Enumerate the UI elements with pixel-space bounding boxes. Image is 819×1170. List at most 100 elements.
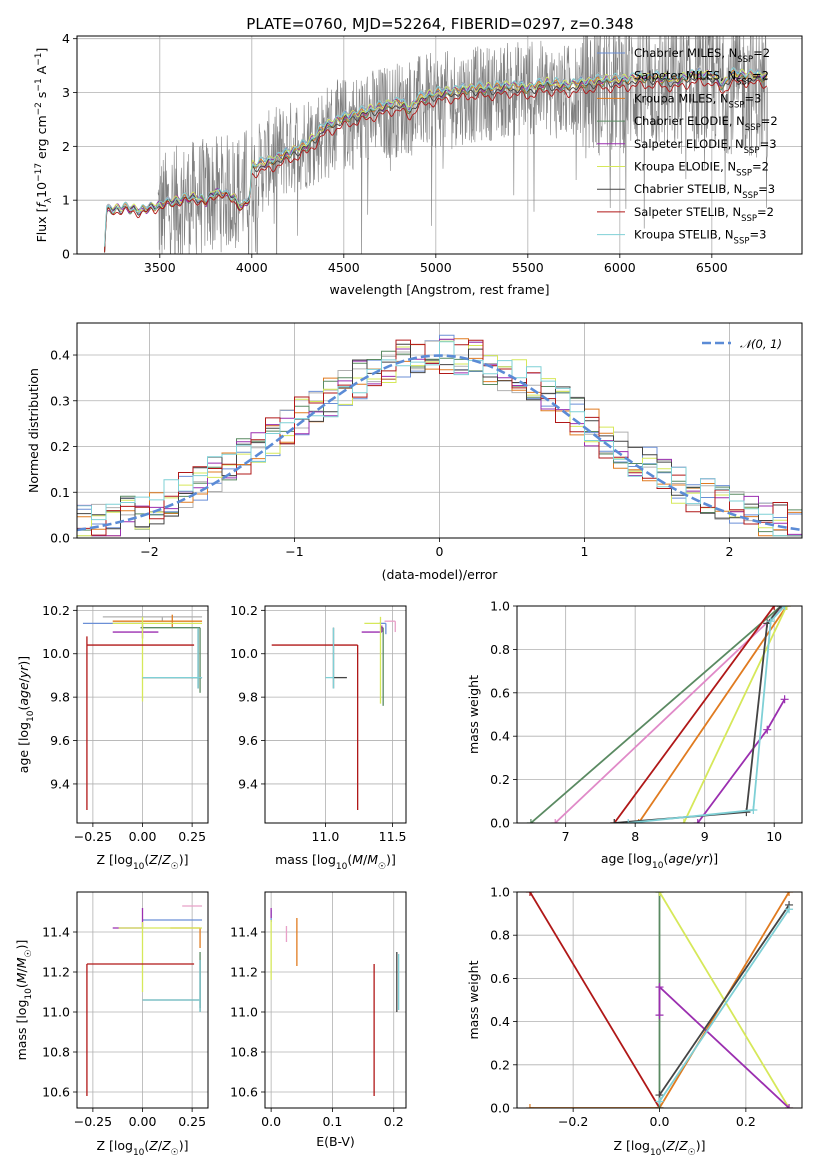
weight-marker [624, 819, 633, 823]
x-axis-label: Z [log10(Z/Z☉)] [96, 1138, 188, 1158]
label-part: yr [695, 851, 709, 866]
label-part: Z [log [613, 1138, 649, 1153]
label-part: ☉ [171, 862, 179, 872]
panel-weight-vs-age: 7 8 9 10 0.0 0.2 0.4 0.6 0.8 1.0 mass weight age [l… [466, 599, 803, 871]
legend-sub: SSP [744, 146, 760, 156]
plot-area [526, 606, 791, 823]
tick-labels: −0.25 0.00 0.25 9.4 9.6 9.8 10.0 10.2 [42, 603, 206, 844]
axes-frame [76, 35, 803, 255]
label-part: ☉ [688, 1148, 696, 1158]
error-point [112, 616, 203, 702]
x-tick-label: −0.25 [74, 1114, 112, 1129]
label-part: ( [144, 852, 149, 867]
y-tick-label: 0.2 [490, 1057, 510, 1072]
y-tick-label: 11.4 [230, 925, 258, 940]
label-part: / [158, 852, 163, 867]
label-part: Z [161, 852, 171, 867]
y-tick-label: 9.4 [50, 776, 70, 791]
panels: 3500 4000 4500 5000 5500 6000 6500 0 1 2 3 4 wavelen… [14, 31, 803, 1158]
label-part: mass [log [275, 852, 336, 867]
label-part: Z [678, 1138, 688, 1153]
legend-count: =2 [753, 46, 770, 60]
x-tick-label: 10 [766, 829, 782, 844]
legend-count: =3 [749, 228, 766, 242]
legend-name: Salpeter ELODIE, N [634, 137, 744, 151]
model-line [104, 68, 768, 253]
label-part: 10 [336, 862, 348, 872]
x-tick-label: 11.5 [379, 829, 407, 844]
label-part: A [34, 65, 49, 78]
weight-marker [526, 819, 535, 823]
weight-marker [693, 819, 702, 823]
legend-entry: Chabrier ELODIE, NSSP=2 [634, 114, 778, 133]
legend-count: =3 [760, 137, 777, 151]
weight-line [530, 606, 782, 823]
x-tick-label: 5000 [420, 260, 452, 275]
legend-name: Chabrier ELODIE, N [634, 114, 745, 128]
legend-entry: Kroupa STELIB, NSSP=3 [634, 228, 766, 247]
x-axis-label: E(B-V) [316, 1134, 355, 1149]
x-axis-label: wavelength [Angstrom, rest frame] [329, 282, 549, 297]
legend-name: Kroupa ELODIE, N [634, 160, 736, 174]
x-tick-label: 3500 [144, 260, 176, 275]
plot-area [271, 616, 396, 810]
y-tick-label: 0.2 [490, 772, 510, 787]
legend-name: Salpeter STELIB, N [634, 205, 741, 219]
label-part: / [158, 1138, 163, 1153]
x-axis-label: age [log10(age/yr)] [601, 851, 718, 871]
y-tick-label: 2 [62, 139, 70, 154]
x-axis-label: mass [log10(M/M☉)] [275, 852, 396, 872]
legend-count: =2 [752, 69, 769, 83]
y-tick-label: 11.0 [42, 1005, 70, 1020]
x-tick-label: 0.00 [129, 1114, 157, 1129]
label-part: Z [665, 1138, 675, 1153]
x-tick-label: 0.0 [650, 1114, 670, 1129]
legend-count: =2 [752, 160, 769, 174]
histogram-line [77, 339, 802, 537]
observed-spectrum [157, 36, 768, 254]
x-tick-label: 0 [436, 544, 444, 559]
tick-labels: −2 −1 0 1 2 0.0 0.1 0.2 0.3 0.4 [50, 348, 733, 559]
tick-labels: 7 8 9 10 0.0 0.2 0.4 0.6 0.8 1.0 [490, 599, 782, 845]
y-tick-label: 9.8 [238, 690, 258, 705]
label-part: )] [708, 851, 718, 866]
label-part: ( [14, 983, 29, 988]
label-part: / [692, 851, 697, 866]
weight-marker [780, 606, 789, 610]
x-tick-label: 11.0 [312, 829, 340, 844]
x-tick-label: 0.0 [261, 1114, 281, 1129]
weight-marker [610, 819, 619, 823]
legend-entry: Salpeter STELIB, NSSP=2 [634, 205, 774, 224]
y-tick-label: 4 [62, 31, 70, 46]
x-tick-label: 0.2 [736, 1114, 756, 1129]
label-part: 10 [652, 861, 664, 871]
tick-labels: 0.0 0.1 0.2 10.6 10.8 11.0 11.2 11.4 [230, 925, 404, 1130]
legend-count: =3 [744, 91, 761, 105]
weight-line [658, 908, 790, 1103]
y-tick-label: 0.0 [490, 1101, 510, 1116]
axes-frame [76, 605, 209, 824]
y-tick-label: 0.4 [50, 348, 70, 363]
weight-marker [763, 725, 772, 734]
legend-sub: SSP [736, 78, 752, 88]
legend-entry: Kroupa MILES, NSSP=3 [634, 91, 761, 110]
label-part: M [14, 972, 29, 983]
y-tick-label: 10.2 [42, 603, 70, 618]
y-axis-label: mass [log10(M/M☉)] [14, 940, 34, 1061]
x-tick-label: 7 [562, 829, 570, 844]
label-part: age [log [601, 851, 652, 866]
label-part: ☉ [24, 949, 34, 957]
error-point [142, 960, 201, 1012]
y-tick-label: 10.0 [42, 646, 70, 661]
error-point [118, 922, 203, 992]
label-part: / [363, 852, 368, 867]
y-tick-label: 0.2 [50, 439, 70, 454]
plot-area [270, 908, 400, 1096]
tick-labels: 11.0 11.5 9.4 9.6 9.8 10.0 10.2 [230, 603, 406, 844]
label-part: / [16, 677, 31, 682]
label-part: age [log [16, 722, 31, 773]
y-tick-label: 9.8 [50, 690, 70, 705]
axes-frame [76, 891, 209, 1109]
y-axis-label: Normed distribution [26, 368, 41, 493]
label-part: )] [386, 852, 396, 867]
